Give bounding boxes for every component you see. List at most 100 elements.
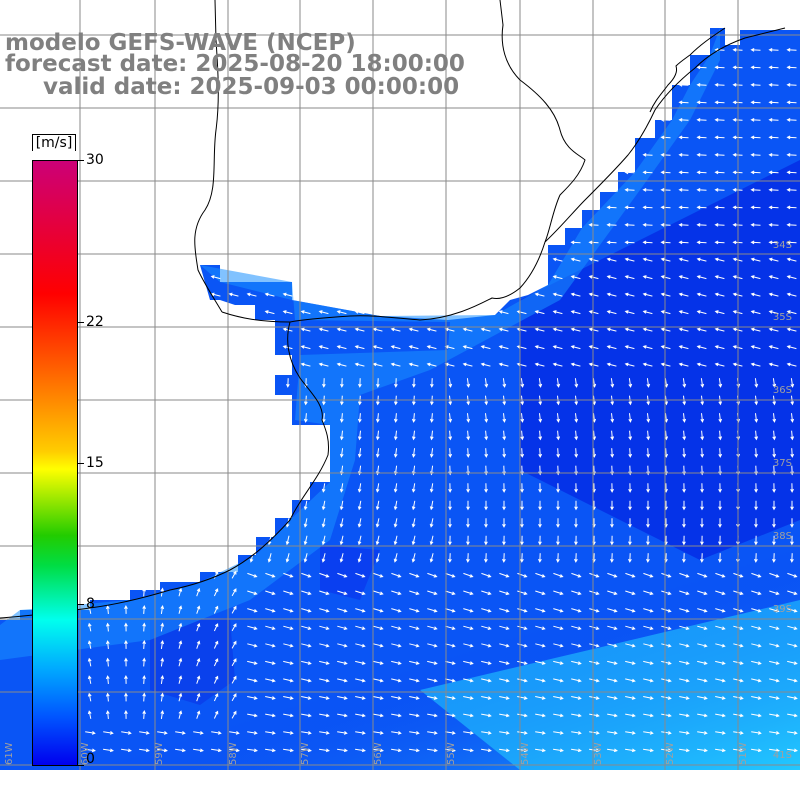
wind-arrow [552, 327, 563, 332]
wind-arrow [552, 362, 563, 367]
wind-arrow [574, 448, 579, 458]
wind-arrow [463, 572, 474, 578]
wind-arrow [231, 658, 237, 667]
wind-arrow [354, 310, 365, 315]
wind-arrow [570, 257, 581, 262]
wind-arrow [160, 675, 165, 684]
wind-arrow [552, 345, 563, 350]
wind-arrow [772, 518, 776, 528]
wind-arrow [283, 713, 294, 718]
wind-arrow [607, 731, 618, 735]
wind-arrow [373, 608, 384, 613]
wind-arrow [318, 362, 329, 367]
wind-arrow [718, 378, 723, 388]
wind-arrow [574, 535, 578, 546]
wind-arrow [750, 310, 761, 315]
wind-arrow [660, 153, 671, 157]
wind-arrow [337, 590, 348, 596]
wind-arrow [588, 362, 599, 367]
wind-arrow [502, 483, 506, 493]
wind-arrow [607, 590, 618, 596]
wind-arrow [678, 153, 689, 157]
wind-arrow [282, 292, 293, 297]
wind-arrow [610, 413, 615, 423]
wind-arrow [750, 118, 761, 122]
wind-arrow [247, 731, 258, 735]
wind-arrow [429, 413, 434, 423]
wind-arrow [502, 430, 507, 441]
wind-arrow [321, 483, 326, 493]
wind-arrow [213, 588, 219, 597]
wind-arrow [303, 518, 308, 528]
wind-arrow [661, 660, 672, 665]
wind-arrow [642, 257, 653, 262]
wind-arrow [520, 535, 524, 546]
wind-arrow [321, 553, 326, 563]
wind-arrow [160, 657, 165, 667]
wind-arrow [357, 518, 362, 528]
wind-arrow [556, 518, 560, 528]
wind-arrow [372, 345, 383, 350]
graticule: 34S 35S 36S 37S 38S 39S 41S 61W 60W 59W 58W 57W 56W 5… [0, 0, 800, 770]
longitude-label: 59W [154, 742, 165, 765]
colorbar-unit: [m/s] [31, 131, 77, 153]
wind-arrow [696, 257, 707, 262]
wind-arrow [319, 643, 330, 648]
wind-arrow [213, 658, 219, 667]
wind-arrow [372, 327, 383, 332]
wind-arrow [445, 643, 456, 648]
wind-arrow [570, 240, 581, 245]
lagoon-coast [649, 54, 691, 113]
longitude-label: 60W [80, 742, 91, 765]
wind-arrow [661, 748, 672, 753]
wind-arrow [445, 660, 456, 665]
wind-arrow [391, 678, 402, 683]
wind-arrow [660, 135, 671, 140]
wind-arrow [408, 362, 419, 367]
wind-arrow [574, 483, 578, 493]
wind-arrow [535, 625, 546, 630]
wind-arrow [588, 292, 599, 297]
wind-arrow [571, 748, 582, 753]
wind-arrow [682, 448, 687, 458]
wind-arrow [393, 413, 398, 423]
wind-arrow [87, 640, 92, 649]
wind-arrow [714, 83, 725, 87]
wind-arrow [391, 608, 402, 613]
wind-arrow [642, 275, 653, 280]
wind-arrow [300, 362, 311, 367]
wind-arrow [714, 170, 725, 175]
wind-arrow [337, 572, 348, 578]
wind-arrow [588, 345, 599, 350]
wind-arrow [661, 713, 672, 718]
wind-arrow [213, 675, 219, 684]
wind-arrow [606, 257, 617, 262]
wind-arrow [682, 500, 686, 511]
wind-arrow [718, 448, 723, 458]
wind-arrow [373, 660, 384, 665]
wind-arrow [409, 660, 420, 665]
wind-arrow [481, 625, 492, 630]
wind-arrow [337, 731, 348, 735]
wind-arrow [754, 518, 758, 528]
wind-arrow [336, 362, 347, 367]
wind-arrow [520, 413, 525, 423]
wind-arrow [411, 518, 416, 528]
wind-arrow [409, 713, 420, 718]
wind-arrow [589, 696, 600, 700]
wind-arrow [556, 483, 560, 493]
wind-arrow [754, 448, 759, 458]
wind-arrow [121, 748, 132, 753]
wind-arrow [660, 362, 671, 367]
wind-arrow [124, 640, 128, 649]
wind-arrow [339, 430, 344, 441]
latitude-label: 34S [773, 240, 792, 251]
wind-arrow [337, 608, 348, 613]
wind-arrow [105, 622, 110, 632]
wind-arrow [696, 135, 707, 140]
wind-arrow [571, 731, 582, 735]
wind-arrow [160, 622, 165, 632]
wind-arrow [535, 660, 546, 665]
wind-arrow [574, 378, 579, 388]
wind-arrow [646, 483, 650, 493]
